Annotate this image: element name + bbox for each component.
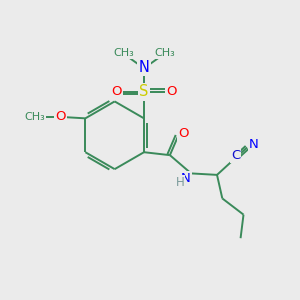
Text: C: C <box>231 149 240 162</box>
Text: S: S <box>139 84 149 99</box>
Text: O: O <box>166 85 176 98</box>
Text: CH₃: CH₃ <box>113 48 134 58</box>
Text: H: H <box>176 176 184 189</box>
Text: N: N <box>249 138 258 151</box>
Text: N: N <box>139 60 149 75</box>
Text: O: O <box>112 85 122 98</box>
Text: N: N <box>181 172 191 185</box>
Text: CH₃: CH₃ <box>24 112 45 122</box>
Text: CH₃: CH₃ <box>154 48 175 58</box>
Text: O: O <box>55 110 66 123</box>
Text: O: O <box>178 127 189 140</box>
